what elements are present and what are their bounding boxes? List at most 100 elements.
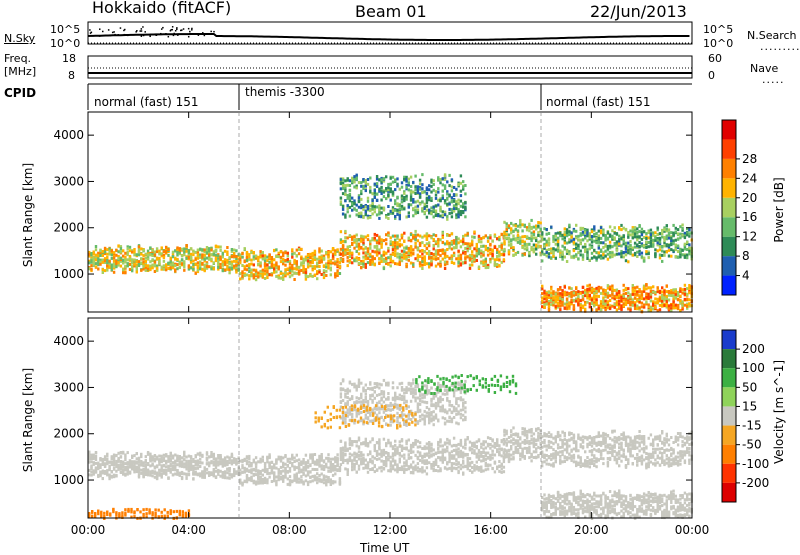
power-cell (428, 257, 430, 260)
power-cell (316, 263, 318, 266)
velocity-cell (170, 471, 172, 474)
power-cell (347, 178, 349, 181)
velocity-cell (293, 479, 295, 482)
power-cell (620, 308, 622, 311)
power-cell (498, 251, 500, 254)
power-cell (347, 207, 349, 210)
power-cell (233, 260, 235, 263)
power-cell (342, 208, 344, 211)
power-cell (453, 193, 455, 196)
power-cell (650, 309, 652, 312)
power-cell (417, 247, 419, 250)
velocity-cell (124, 462, 126, 465)
velocity-cell (239, 479, 241, 482)
power-cell (347, 256, 349, 259)
power-cell (550, 294, 552, 297)
power-cell (133, 263, 135, 266)
power-cell (330, 250, 332, 253)
power-cell (298, 248, 300, 251)
power-cell (291, 270, 293, 273)
power-cell (476, 259, 478, 262)
power-cell (535, 227, 537, 230)
velocity-cell (239, 473, 241, 476)
power-cell (524, 235, 526, 238)
power-cell (206, 246, 208, 249)
power-cell (347, 260, 349, 263)
velocity-cell (93, 454, 95, 457)
power-cell (147, 254, 149, 257)
power-cell (316, 277, 318, 280)
velocity-cell (136, 470, 138, 473)
power-cell (176, 251, 178, 254)
velocity-cell (151, 471, 153, 474)
power-cell (564, 231, 566, 234)
power-cell (284, 259, 286, 262)
power-cell (686, 293, 688, 296)
power-cell (275, 261, 277, 264)
power-cell (593, 288, 595, 291)
velocity-cell (264, 477, 266, 480)
freq-strip-frame (88, 56, 692, 78)
power-cell (424, 255, 426, 258)
power-cell (442, 248, 444, 251)
power-cell (117, 261, 119, 264)
nsky-dot (141, 30, 143, 32)
power-cell (275, 248, 277, 251)
power-cell (460, 213, 462, 216)
power-cell (323, 258, 325, 261)
power-cell (453, 262, 455, 265)
velocity-cell (219, 470, 221, 473)
power-cell (246, 256, 248, 259)
nsky-strip-frame (88, 22, 692, 44)
power-cell (446, 261, 448, 264)
power-cell (672, 234, 674, 237)
power-cell (120, 265, 122, 268)
power-cell (387, 217, 389, 220)
power-cell (661, 236, 663, 239)
power-cell (399, 245, 401, 248)
power-cell (201, 253, 203, 256)
power-cell (380, 199, 382, 202)
power-cell (494, 264, 496, 267)
power-cell (347, 236, 349, 239)
power-cell (117, 250, 119, 253)
power-cell (681, 288, 683, 291)
power-cell (262, 269, 264, 272)
power-cell (257, 263, 259, 266)
power-cell (629, 233, 631, 236)
power-cell (561, 234, 563, 237)
power-cell (684, 284, 686, 287)
power-cell (598, 247, 600, 250)
power-cell (122, 259, 124, 262)
power-cell (325, 274, 327, 277)
power-cell (349, 259, 351, 262)
power-cell (264, 257, 266, 260)
nsky-dot (141, 28, 143, 30)
power-cell (213, 250, 215, 253)
power-cell (543, 290, 545, 293)
power-cell (609, 299, 611, 302)
power-cell (625, 298, 627, 301)
velocity-cell (124, 474, 126, 477)
power-cell (336, 248, 338, 251)
velocity-cell (161, 476, 163, 479)
power-cell (376, 175, 378, 178)
velocity-cell (296, 466, 298, 469)
velocity-cell (163, 454, 165, 457)
power-cell (641, 290, 643, 293)
power-cell (433, 189, 435, 192)
power-cell (302, 268, 304, 271)
velocity-cell (165, 460, 167, 463)
power-cell (618, 235, 620, 238)
power-cell (446, 218, 448, 221)
power-cell (506, 222, 508, 225)
power-cell (275, 275, 277, 278)
velocity-cell (183, 452, 185, 455)
velocity-cell (102, 477, 104, 480)
power-cell (378, 236, 380, 239)
power-cell (686, 305, 688, 308)
power-cell (575, 287, 577, 290)
power-cell (356, 243, 358, 246)
power-cell (457, 257, 459, 260)
power-cell (358, 238, 360, 241)
